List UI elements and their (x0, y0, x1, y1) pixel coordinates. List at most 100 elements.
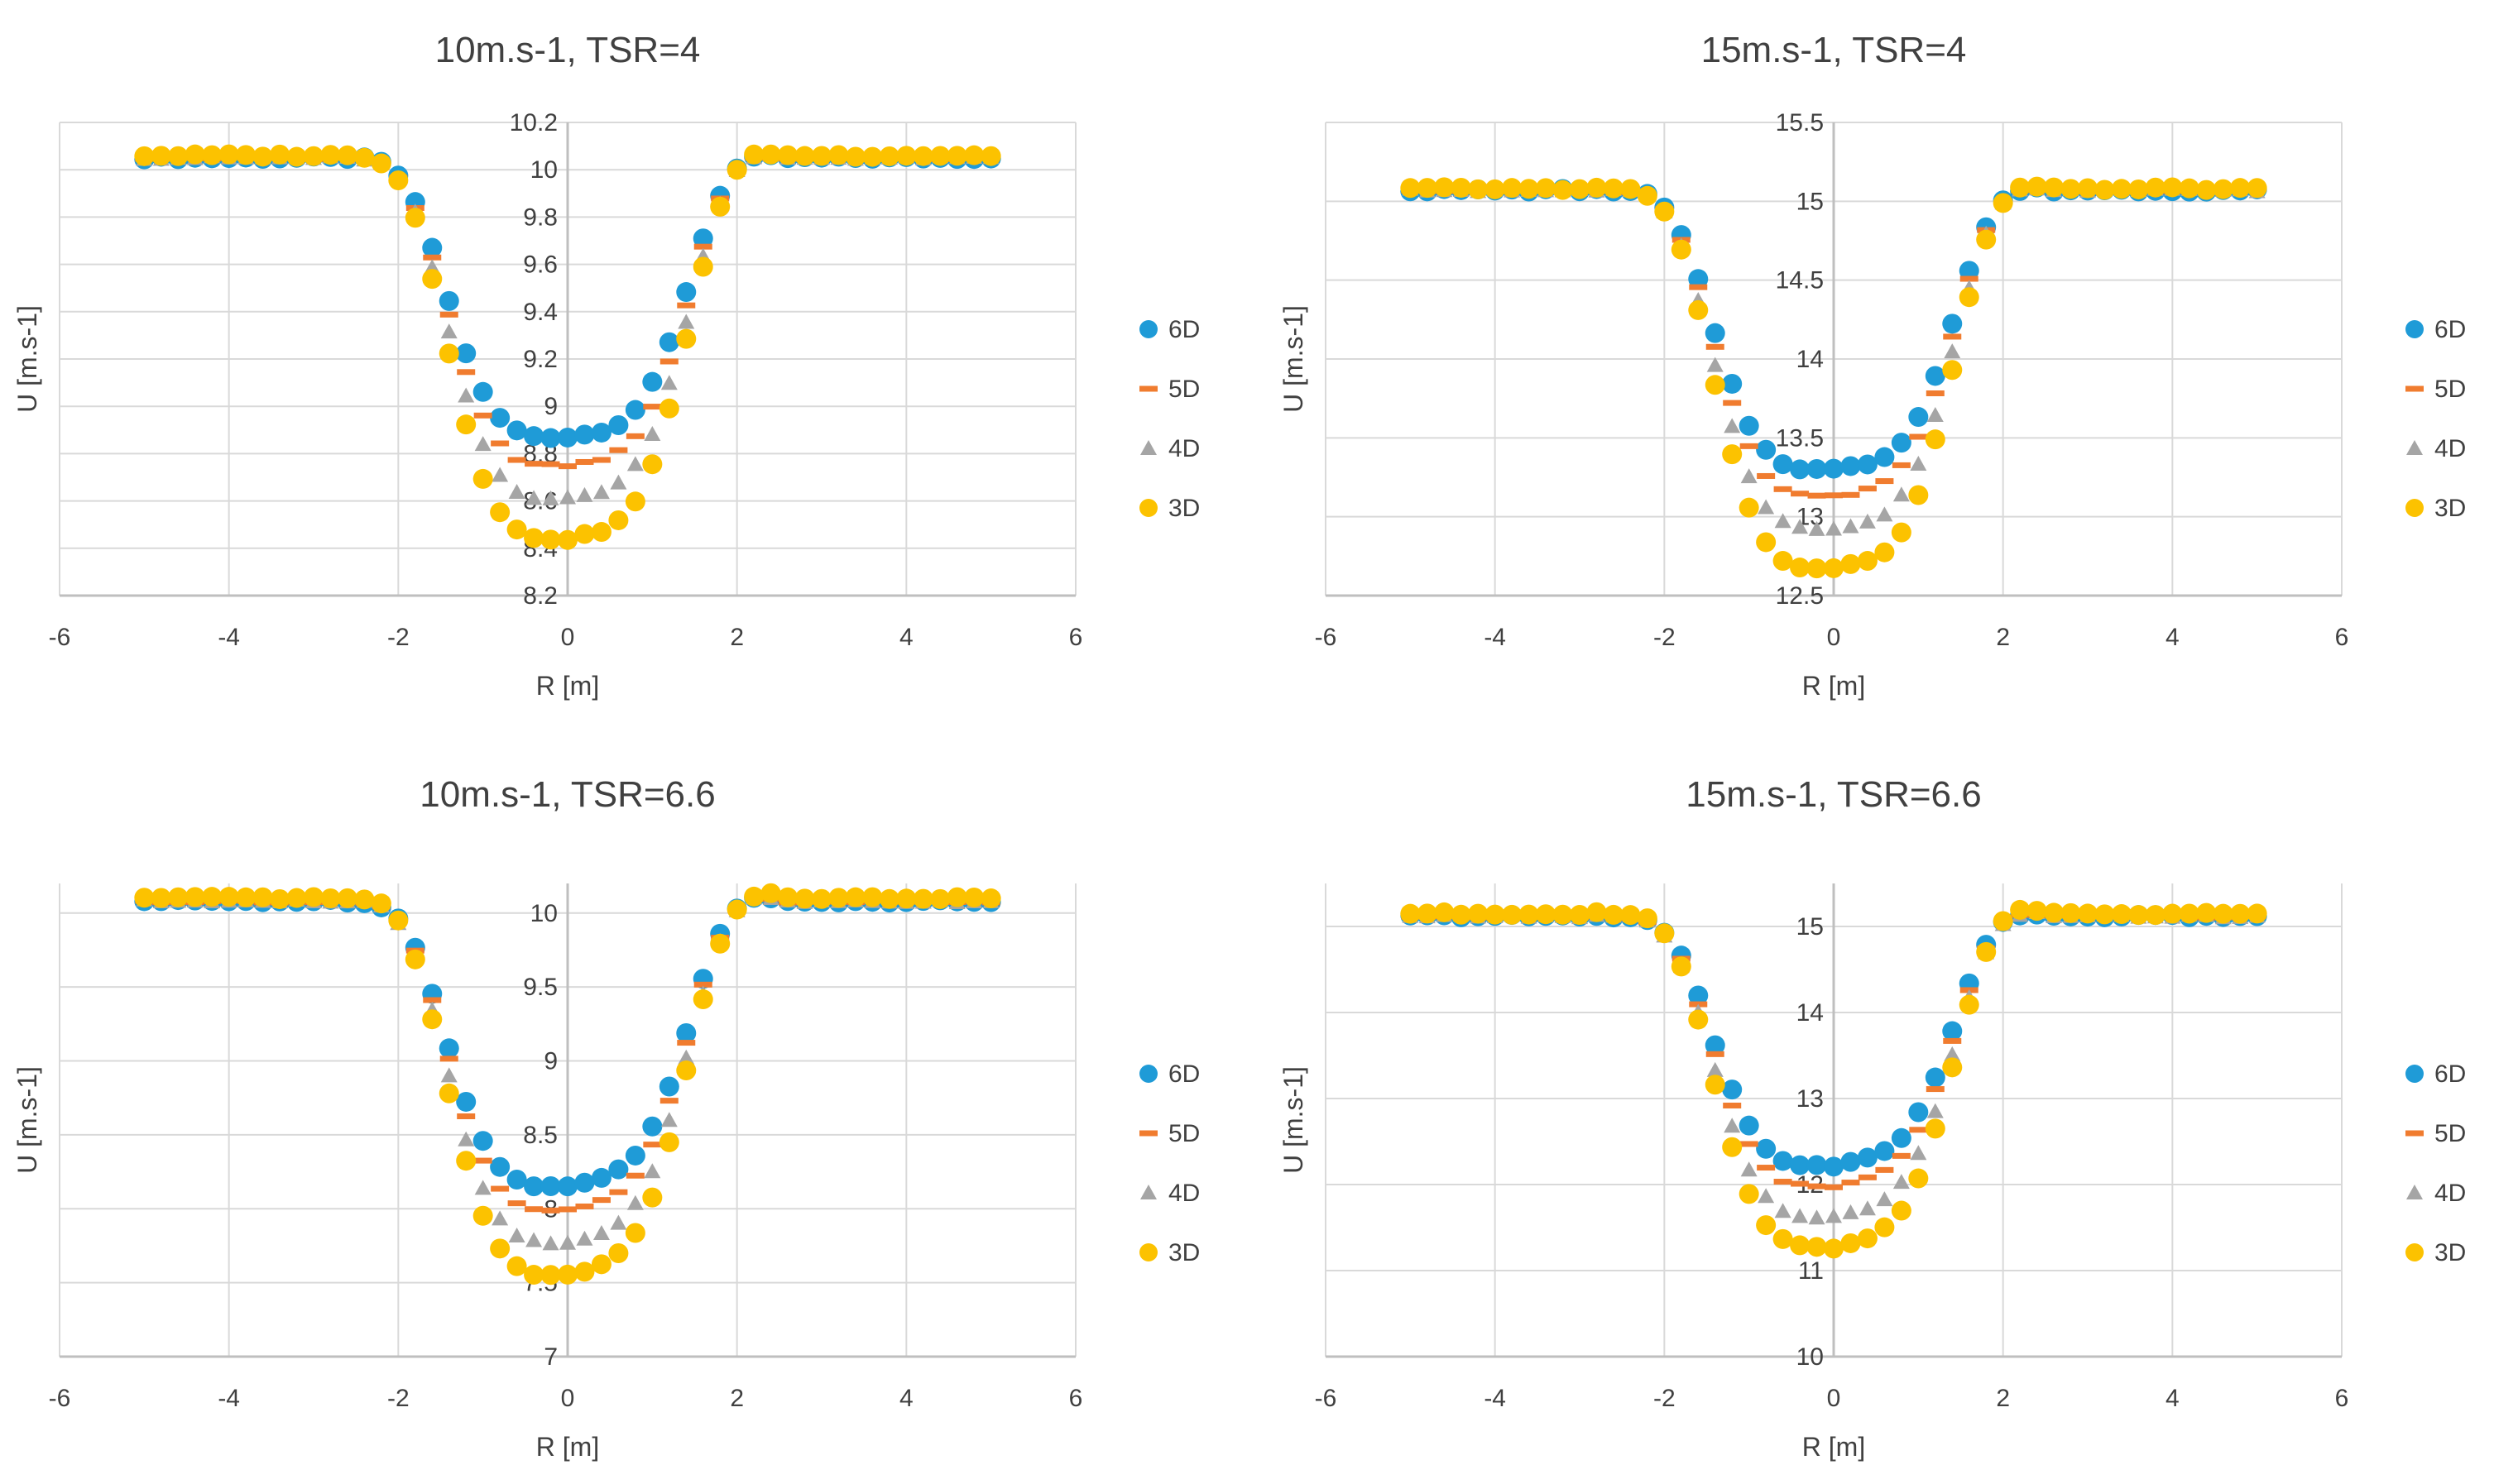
data-point (490, 1238, 511, 1259)
data-point (2010, 899, 2031, 920)
x-tick-label: -4 (218, 1385, 240, 1412)
series-3D (134, 144, 1001, 550)
data-point (2078, 903, 2098, 924)
x-tick-label: -6 (49, 624, 71, 651)
data-point (1791, 519, 1809, 534)
data-point (1841, 491, 1860, 498)
data-point (1586, 177, 1607, 198)
data-point (440, 1067, 458, 1083)
legend-item-3D: 3D (2405, 495, 2466, 522)
data-point (2128, 179, 2149, 199)
data-point (1908, 407, 1929, 428)
chart-panel-4: 15m.s-1, TSR=6.6101112131415-6-4-20246R … (1249, 744, 2491, 1472)
data-point (2179, 178, 2199, 199)
data-point (1451, 904, 1471, 925)
data-point (134, 146, 155, 166)
data-point (1756, 532, 1777, 553)
data-point (439, 290, 459, 311)
legend-marker (2405, 320, 2424, 338)
chart-svg-4: 15m.s-1, TSR=6.6101112131415-6-4-20246R … (1278, 774, 2466, 1462)
data-point (678, 314, 695, 329)
data-point (1876, 1191, 1893, 1207)
data-point (1739, 1184, 1759, 1204)
series-3D (1400, 899, 2267, 1259)
data-point (1773, 486, 1792, 492)
data-point (1892, 486, 1910, 502)
data-point (423, 254, 442, 261)
x-tick-label: -2 (387, 1385, 410, 1412)
legend-marker (2406, 1185, 2423, 1199)
data-point (1772, 1151, 1793, 1171)
y-axis-label: U [m.s-1] (1278, 305, 1308, 413)
data-point (405, 949, 425, 969)
x-tick-label: 6 (2335, 1385, 2349, 1412)
x-tick-label: -6 (1315, 1385, 1337, 1412)
data-point (1910, 456, 1927, 472)
data-point (2162, 177, 2183, 198)
data-point (1774, 513, 1791, 529)
data-point (608, 1242, 629, 1263)
data-point (2010, 177, 2031, 198)
data-point (439, 1083, 459, 1103)
data-point (542, 490, 559, 505)
x-tick-label: 4 (899, 1385, 914, 1412)
legend-marker (2405, 1243, 2424, 1261)
data-point (710, 933, 731, 954)
data-point (1807, 492, 1826, 499)
data-point (1925, 1118, 1945, 1139)
data-point (1417, 903, 1437, 924)
x-tick-label: 2 (730, 624, 744, 651)
data-point (270, 888, 290, 909)
data-point (559, 489, 576, 505)
data-point (1740, 468, 1758, 484)
data-point (1400, 178, 1421, 199)
data-point (643, 1142, 662, 1148)
data-point (608, 414, 629, 435)
data-point (507, 1200, 526, 1207)
legend-item-6D: 6D (1139, 1060, 1200, 1088)
data-point (1858, 486, 1877, 492)
data-point (1944, 343, 1961, 359)
data-point (744, 886, 765, 907)
data-point (609, 1189, 628, 1195)
y-tick-label: 9.8 (523, 203, 558, 231)
data-point (236, 887, 257, 907)
data-point (1790, 1235, 1811, 1256)
data-point (1620, 905, 1641, 926)
chart-panel-1: 10m.s-1, TSR=4 8.2 8.4 8.6 8.8 9 9.2 9.4 9.6 9.8 1… (0, 0, 1241, 728)
data-point (337, 888, 357, 908)
x-tick-label: 2 (1996, 1385, 2010, 1412)
legend-label: 6D (1168, 1060, 1200, 1088)
data-point (947, 146, 967, 166)
data-point (710, 196, 731, 217)
data-point (1552, 904, 1573, 925)
data-point (1891, 522, 1911, 543)
data-point (491, 1185, 510, 1192)
data-point (794, 888, 815, 909)
legend-marker (1139, 385, 1158, 392)
data-point (1603, 904, 1623, 925)
data-point (2044, 902, 2065, 923)
data-point (626, 1172, 645, 1179)
data-point (1774, 1203, 1791, 1218)
data-point (609, 447, 628, 453)
data-point (575, 1203, 594, 1209)
legend-item-6D: 6D (2405, 1060, 2466, 1088)
data-point (2060, 902, 2081, 923)
data-point (1757, 472, 1776, 479)
data-point (491, 440, 510, 447)
data-point (879, 888, 899, 909)
data-point (456, 1091, 477, 1112)
data-point (1857, 1228, 1878, 1249)
legend-marker (2406, 440, 2423, 455)
data-point (1841, 1180, 1860, 1186)
data-point (422, 237, 443, 258)
y-tick-label: 7 (544, 1343, 558, 1371)
data-point (760, 883, 781, 903)
data-point (458, 1131, 475, 1147)
data-point (1825, 1208, 1842, 1223)
data-point (559, 463, 577, 470)
data-point (1806, 1237, 1827, 1257)
data-point (2060, 179, 2081, 199)
data-point (693, 228, 713, 249)
